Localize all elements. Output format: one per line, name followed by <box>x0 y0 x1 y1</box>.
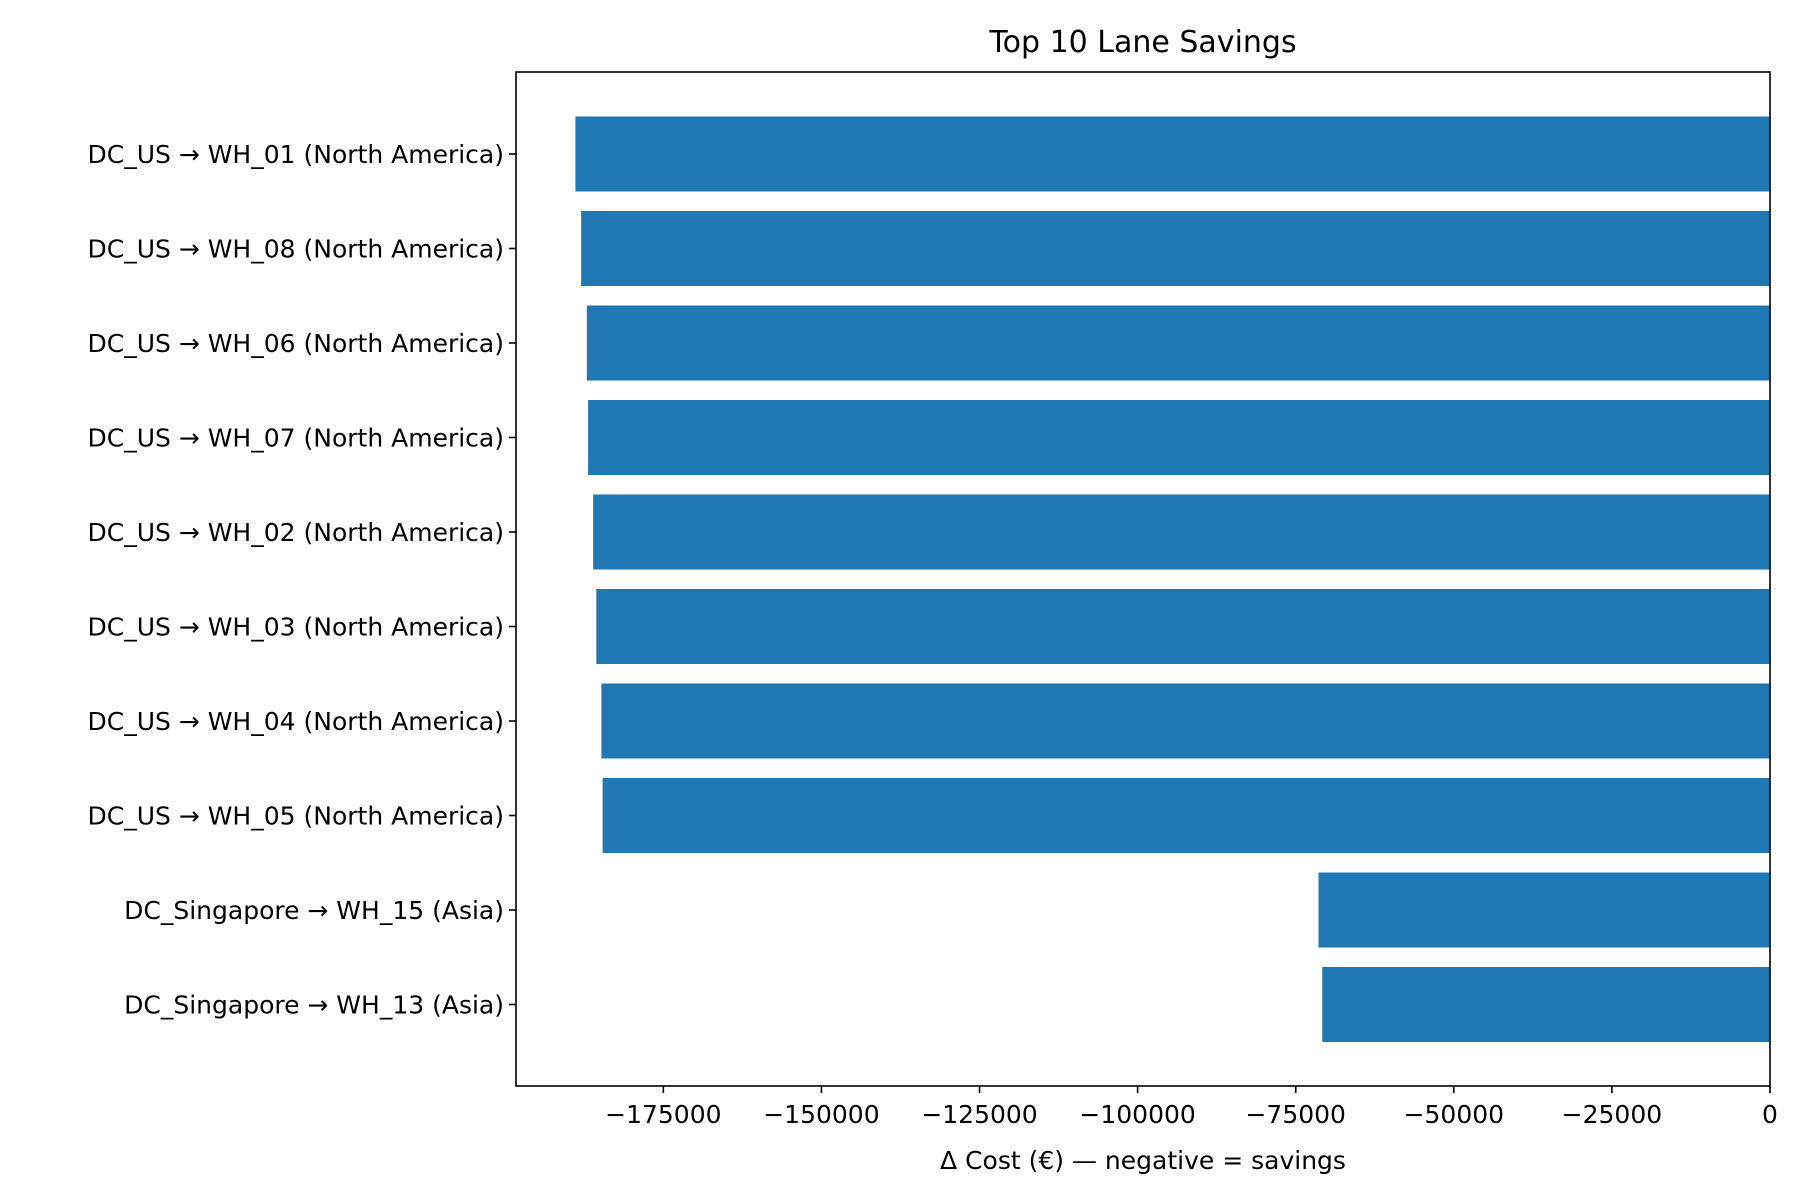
plot-frame <box>515 71 1771 1087</box>
bar-10 <box>1322 967 1770 1042</box>
x-tick-label: 0 <box>1762 1100 1778 1129</box>
bars-layer <box>575 116 1771 1042</box>
y-category-label: DC_US → WH_08 (North America) <box>88 235 505 264</box>
chart-title: Top 10 Lane Savings <box>988 25 1296 60</box>
y-category-label: DC_Singapore → WH_15 (Asia) <box>124 896 504 925</box>
x-tick-layer: −175000 −150000 −125000 −100000 −75000 −50000… <box>605 1086 1778 1129</box>
bar-7 <box>601 683 1771 759</box>
y-category-label: DC_US → WH_06 (North America) <box>88 329 505 358</box>
bar-6 <box>596 589 1770 664</box>
y-category-label: DC_US → WH_04 (North America) <box>88 707 505 736</box>
x-tick-label: −75000 <box>1245 1100 1345 1129</box>
y-category-label: DC_US → WH_05 (North America) <box>88 802 505 831</box>
y-category-layer: DC_US → WH_01 (North America) DC_US → WH_… <box>88 140 516 1020</box>
x-axis-label: Δ Cost (€) — negative = savings <box>940 1146 1346 1175</box>
x-tick-label: −25000 <box>1562 1100 1662 1129</box>
bar-5 <box>593 494 1770 570</box>
y-category-label: DC_US → WH_03 (North America) <box>88 613 505 642</box>
bar-3 <box>586 305 1770 381</box>
x-tick-label: −50000 <box>1404 1100 1504 1129</box>
bar-2 <box>581 211 1770 286</box>
bar-9 <box>1318 872 1770 948</box>
y-category-label: DC_Singapore → WH_13 (Asia) <box>124 991 504 1020</box>
bar-1 <box>575 116 1770 192</box>
y-category-label: DC_US → WH_01 (North America) <box>88 140 505 169</box>
y-category-label: DC_US → WH_07 (North America) <box>88 424 505 453</box>
bar-4 <box>588 400 1770 475</box>
x-tick-label: −175000 <box>605 1100 721 1129</box>
bar-8 <box>602 778 1770 853</box>
y-category-label: DC_US → WH_02 (North America) <box>88 518 505 547</box>
x-tick-label: −100000 <box>1079 1100 1195 1129</box>
x-tick-label: −125000 <box>921 1100 1037 1129</box>
x-tick-label: −150000 <box>763 1100 879 1129</box>
